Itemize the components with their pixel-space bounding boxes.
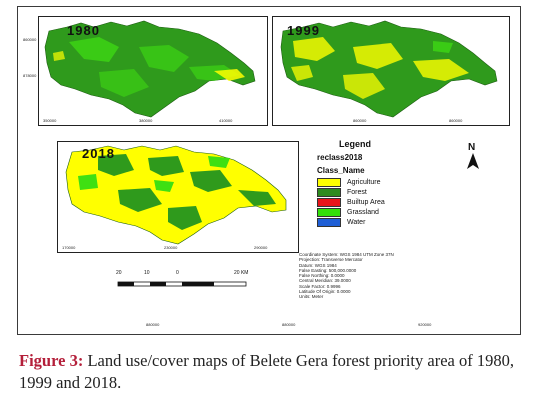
frame-bottom-tick-3: 920000 (418, 322, 432, 327)
map-1980-ytick-1: 860000 (23, 37, 37, 42)
map-1999-canvas (280, 20, 498, 118)
agriculture-1999-a (293, 37, 335, 61)
map-panel-1999: 1999 860000 860000 (272, 16, 510, 126)
coordinate-info: Coordinate System: WGS 1984 UTM Zone 37N… (299, 252, 489, 300)
grassland-2018-a (78, 174, 98, 190)
coordinate-line: Latitude Of Origin: 0.0000 (299, 289, 351, 295)
scale-bar-graphic (117, 281, 247, 287)
map-1980-xtick-3: 410000 (219, 118, 233, 123)
map-panel-1980: 1980 350000 380000 410000 860000 878000 (23, 16, 268, 126)
scale-label-20-left: 20 (116, 270, 122, 276)
coordinate-line: False Northing: 0.0000 (299, 273, 345, 279)
forest-2018-d (118, 188, 162, 212)
map-2018-xtick-2: 230000 (164, 245, 178, 250)
map-1980-canvas (44, 20, 256, 118)
legend-swatch-builtup (317, 198, 341, 207)
north-arrow: N (463, 142, 485, 170)
legend-item-builtup: Builtup Area (317, 198, 385, 207)
map-2018-xtick-1: 170000 (62, 245, 76, 250)
coordinate-line: False Easting: 500,000.0000 (299, 267, 357, 273)
grassland-1980-a (69, 37, 119, 62)
forest-2018-b (148, 156, 184, 176)
legend-item-forest: Forest (317, 188, 367, 197)
map-1980-xtick-1: 350000 (43, 118, 57, 123)
map-1999-year: 1999 (287, 23, 320, 38)
agriculture-1980-a (214, 69, 245, 81)
grassland-1980-b (139, 45, 189, 72)
legend-item-water: Water (317, 218, 365, 227)
coordinate-line: Projection: Transverse Mercator (299, 257, 363, 263)
agriculture-1999-d (343, 73, 385, 99)
map-1980-ytick-2: 878000 (23, 73, 37, 78)
agriculture-1999-e (291, 65, 313, 81)
map-1999-xtick-2: 860000 (449, 118, 463, 123)
map-2018-canvas (65, 145, 287, 245)
legend-swatch-agriculture (317, 178, 341, 187)
agriculture-1999-b (353, 43, 403, 69)
coordinate-line: Datum: WGS 1984 (299, 262, 337, 268)
legend-swatch-water (317, 218, 341, 227)
legend: Legend reclass2018 Class_Name Agricultur… (299, 136, 499, 326)
frame-bottom-tick-1: 880000 (146, 322, 160, 327)
coordinate-line: Scale Factor: 0.9996 (299, 283, 341, 289)
legend-swatch-forest (317, 188, 341, 197)
legend-title: Legend (339, 139, 372, 149)
agriculture-1999-c (413, 59, 469, 81)
map-1999-xtick-1: 860000 (353, 118, 367, 123)
figure-caption: Figure 3: Land use/cover maps of Belete … (19, 350, 524, 394)
legend-layer: reclass2018 (317, 153, 363, 162)
legend-swatch-grassland (317, 208, 341, 217)
grassland-2018-c (154, 180, 174, 192)
coordinate-line: Coordinate System: WGS 1984 UTM Zone 37N (299, 252, 394, 257)
legend-label-grassland: Grassland (347, 209, 379, 216)
legend-item-agriculture: Agriculture (317, 178, 380, 187)
grassland-1980-c (99, 69, 149, 97)
scale-label-0: 0 (176, 270, 179, 276)
frame-bottom-tick-2: 880000 (282, 322, 296, 327)
coordinate-line: Units: Meter (299, 294, 324, 300)
map-1980-xtick-2: 380000 (139, 118, 153, 123)
scale-label-20-km: 20 KM (234, 270, 249, 276)
coordinate-line: Central Meridian: 39.0000 (299, 278, 351, 284)
scale-label-10: 10 (144, 270, 150, 276)
caption-label: Figure 3: (19, 351, 84, 370)
map-1980-year: 1980 (67, 23, 100, 38)
map-2018-year: 2018 (82, 146, 115, 161)
legend-field: Class_Name (317, 166, 365, 175)
grassland-2018-b (208, 156, 230, 168)
legend-item-grassland: Grassland (317, 208, 379, 217)
caption-text: Land use/cover maps of Belete Gera fores… (19, 351, 514, 392)
forest-2018-e (168, 206, 202, 230)
legend-label-forest: Forest (347, 189, 367, 196)
scale-bar: 20 10 0 20 KM (112, 270, 262, 292)
legend-label-water: Water (347, 219, 366, 226)
forest-2018-a (98, 154, 134, 176)
north-label: N (468, 142, 476, 153)
grassland-1999-a (433, 41, 453, 53)
map-panel-2018: 2018 170000 230000 290000 (57, 141, 299, 253)
map-2018-xtick-3: 290000 (254, 245, 268, 250)
legend-label-builtup: Builtup Area (347, 199, 385, 206)
forest-2018-c (190, 170, 232, 192)
agriculture-1980-b (53, 51, 65, 61)
north-arrow-icon (467, 153, 479, 169)
legend-label-agriculture: Agriculture (347, 179, 381, 186)
forest-2018-f (238, 190, 276, 206)
